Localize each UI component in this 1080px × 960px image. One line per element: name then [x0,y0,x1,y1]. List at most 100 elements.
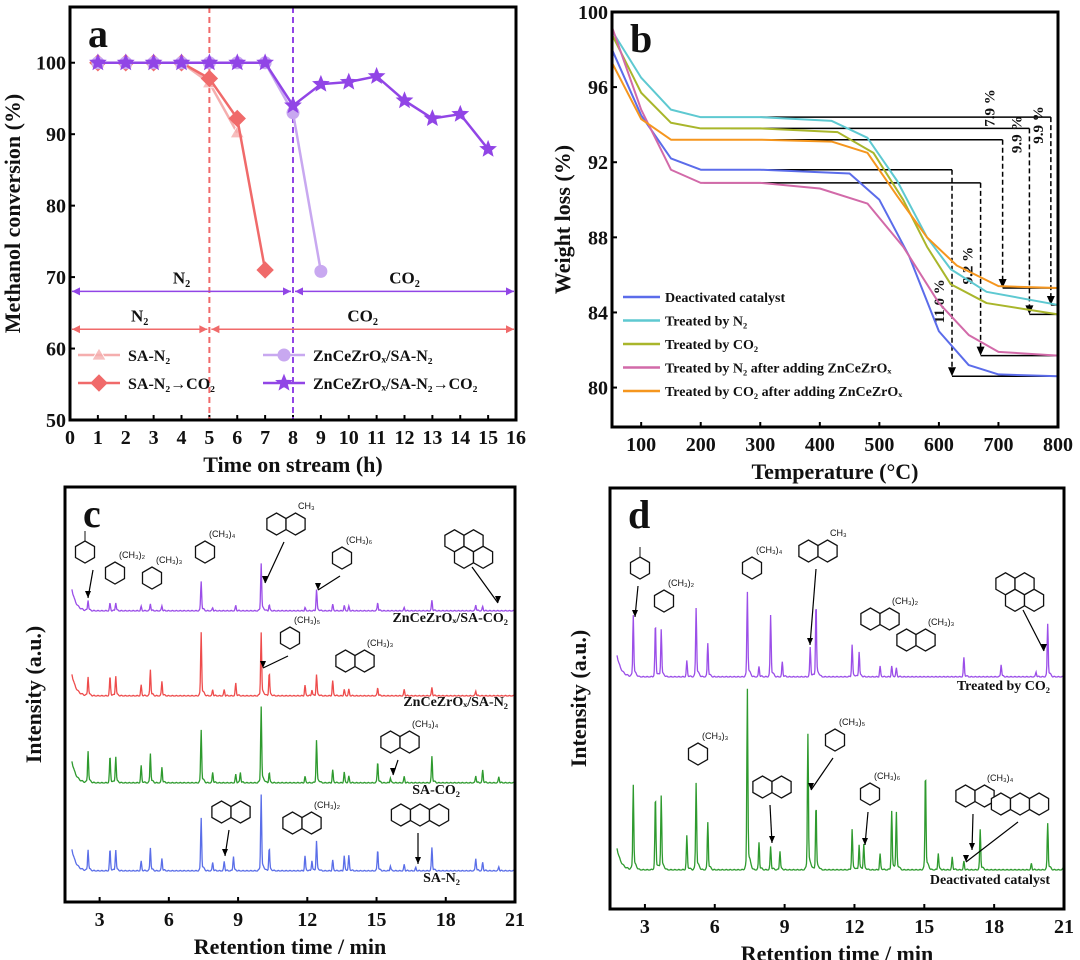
ring [915,628,936,652]
panel-d: 3 6 9 12 15 18 21 Retention time / min Intensity… [566,486,1074,960]
benzene-structure-icon: (CH₃)₃ [687,731,729,766]
naphthalene-structure-icon: (CH₃)₄ [955,773,1014,808]
x-tick-label: 16 [506,427,526,449]
benzene-structure-icon: (CH₃)₄ [194,529,236,564]
arrow [810,757,834,791]
naphthalene-structure-icon: (CH₃)₂ [860,596,919,631]
ring [194,540,216,564]
substituent-label: CH₃ [830,528,847,538]
substituent-label: (CH₃)₃ [702,731,729,741]
ring [974,784,995,808]
arrow-head-icon [769,836,775,843]
arrow-head-icon [1046,295,1055,305]
y-tick-label: 60 [46,339,66,361]
x-tick-label: 9 [233,909,243,931]
benzene-structure-icon [74,531,96,564]
substituent-label: (CH₃)₃ [928,617,955,627]
legend-label: Treated by CO₂ [665,338,758,353]
arrow-head-icon [262,576,268,583]
star-marker [423,109,442,126]
y-tick-label: 80 [588,378,608,400]
series-line [611,26,1059,357]
ring [653,589,675,613]
panel-letter: a [88,11,108,56]
ring [390,803,412,827]
substituent-label: CH₃ [298,501,315,511]
chromatogram-trace [616,688,1065,871]
x-tick-label: 11 [367,427,386,449]
ring [409,803,431,827]
triangle-marker [229,124,245,139]
arrow-head-icon [808,783,814,790]
benzene-structure-icon: (CH₃)₂ [653,578,695,613]
chromatogram-trace [71,632,515,697]
ring [741,556,763,580]
substituent-label: (CH₃)₃ [367,638,394,648]
ring [1009,792,1031,816]
x-tick-label: 6 [164,909,174,931]
star-marker [200,53,219,71]
loss-label: 9.9 % [1009,116,1025,154]
naphthalene-structure-icon: CH₃ [266,501,315,536]
x-tick-label: 6 [710,916,720,938]
arrow-head-icon [495,596,501,603]
legend-label: Treated by CO₂ after adding ZnCeZrOₓ [665,385,903,400]
star-marker [144,53,163,71]
ring [399,730,420,754]
arrow-head-icon [1041,644,1047,651]
y-tick-label: 50 [46,410,66,432]
ring [798,539,819,563]
star-marker [89,53,107,71]
substituent-label: (CH₃)₂ [892,596,919,606]
plot-frame [610,10,1060,429]
legend-label: Treated by N₂ [665,315,747,330]
range-label: CO₂ [347,306,378,325]
x-tick-label: 700 [983,434,1013,456]
x-tick-label: 15 [367,909,387,931]
x-tick-label: 1 [93,427,103,449]
y-axis-label: Intensity (a.u.) [21,626,46,764]
series-line [611,49,1059,378]
x-tick-label: 3 [149,427,159,449]
anthracene-structure-icon [390,803,450,827]
x-tick-label: 5 [204,427,214,449]
star-marker [275,373,293,391]
y-tick-label: 100 [578,2,608,24]
series-line [97,61,267,271]
legend-label: ZnCeZrOₓ/SA-N₂ [313,348,433,365]
arrow-head-icon [415,857,421,864]
ring [285,512,306,536]
ring [752,775,773,799]
ring [896,628,917,652]
trace-label: ZnCeZrOₓ/SA-N₂ [403,695,508,710]
trace-label: SA-N₂ [423,871,460,886]
y-tick-label: 96 [588,77,608,99]
arrow [262,655,289,669]
series-line [611,30,1059,306]
arrow-head-icon [862,838,868,845]
x-tick-label: 3 [640,916,650,938]
benzene-structure-icon: (CH₃)₄ [741,545,783,580]
legend-label: ZnCeZrOₓ/SA-N₂→CO₂ [313,376,478,393]
ring [824,728,846,752]
benzene-structure-icon [629,547,651,580]
arrow-head-icon [222,849,228,856]
naphthalene-structure-icon: (CH₃)₂ [282,800,341,835]
y-tick-label: 84 [588,302,608,324]
arrow-head-icon [948,367,957,377]
x-tick-label: 18 [436,909,456,931]
substituent-label: (CH₃)₃ [156,555,183,565]
star-marker [284,96,302,114]
panel-letter: d [628,492,650,537]
x-tick-label: 8 [288,427,298,449]
ring [380,730,401,754]
loss-label: 11.0 % [932,279,948,323]
arrow-head-icon [390,768,396,775]
arrow [809,568,817,646]
arrow-head-icon [969,843,975,850]
star-marker [116,53,135,71]
star-marker [479,139,497,157]
ring [629,556,651,580]
legend-label: SA-N₂ [128,348,170,365]
